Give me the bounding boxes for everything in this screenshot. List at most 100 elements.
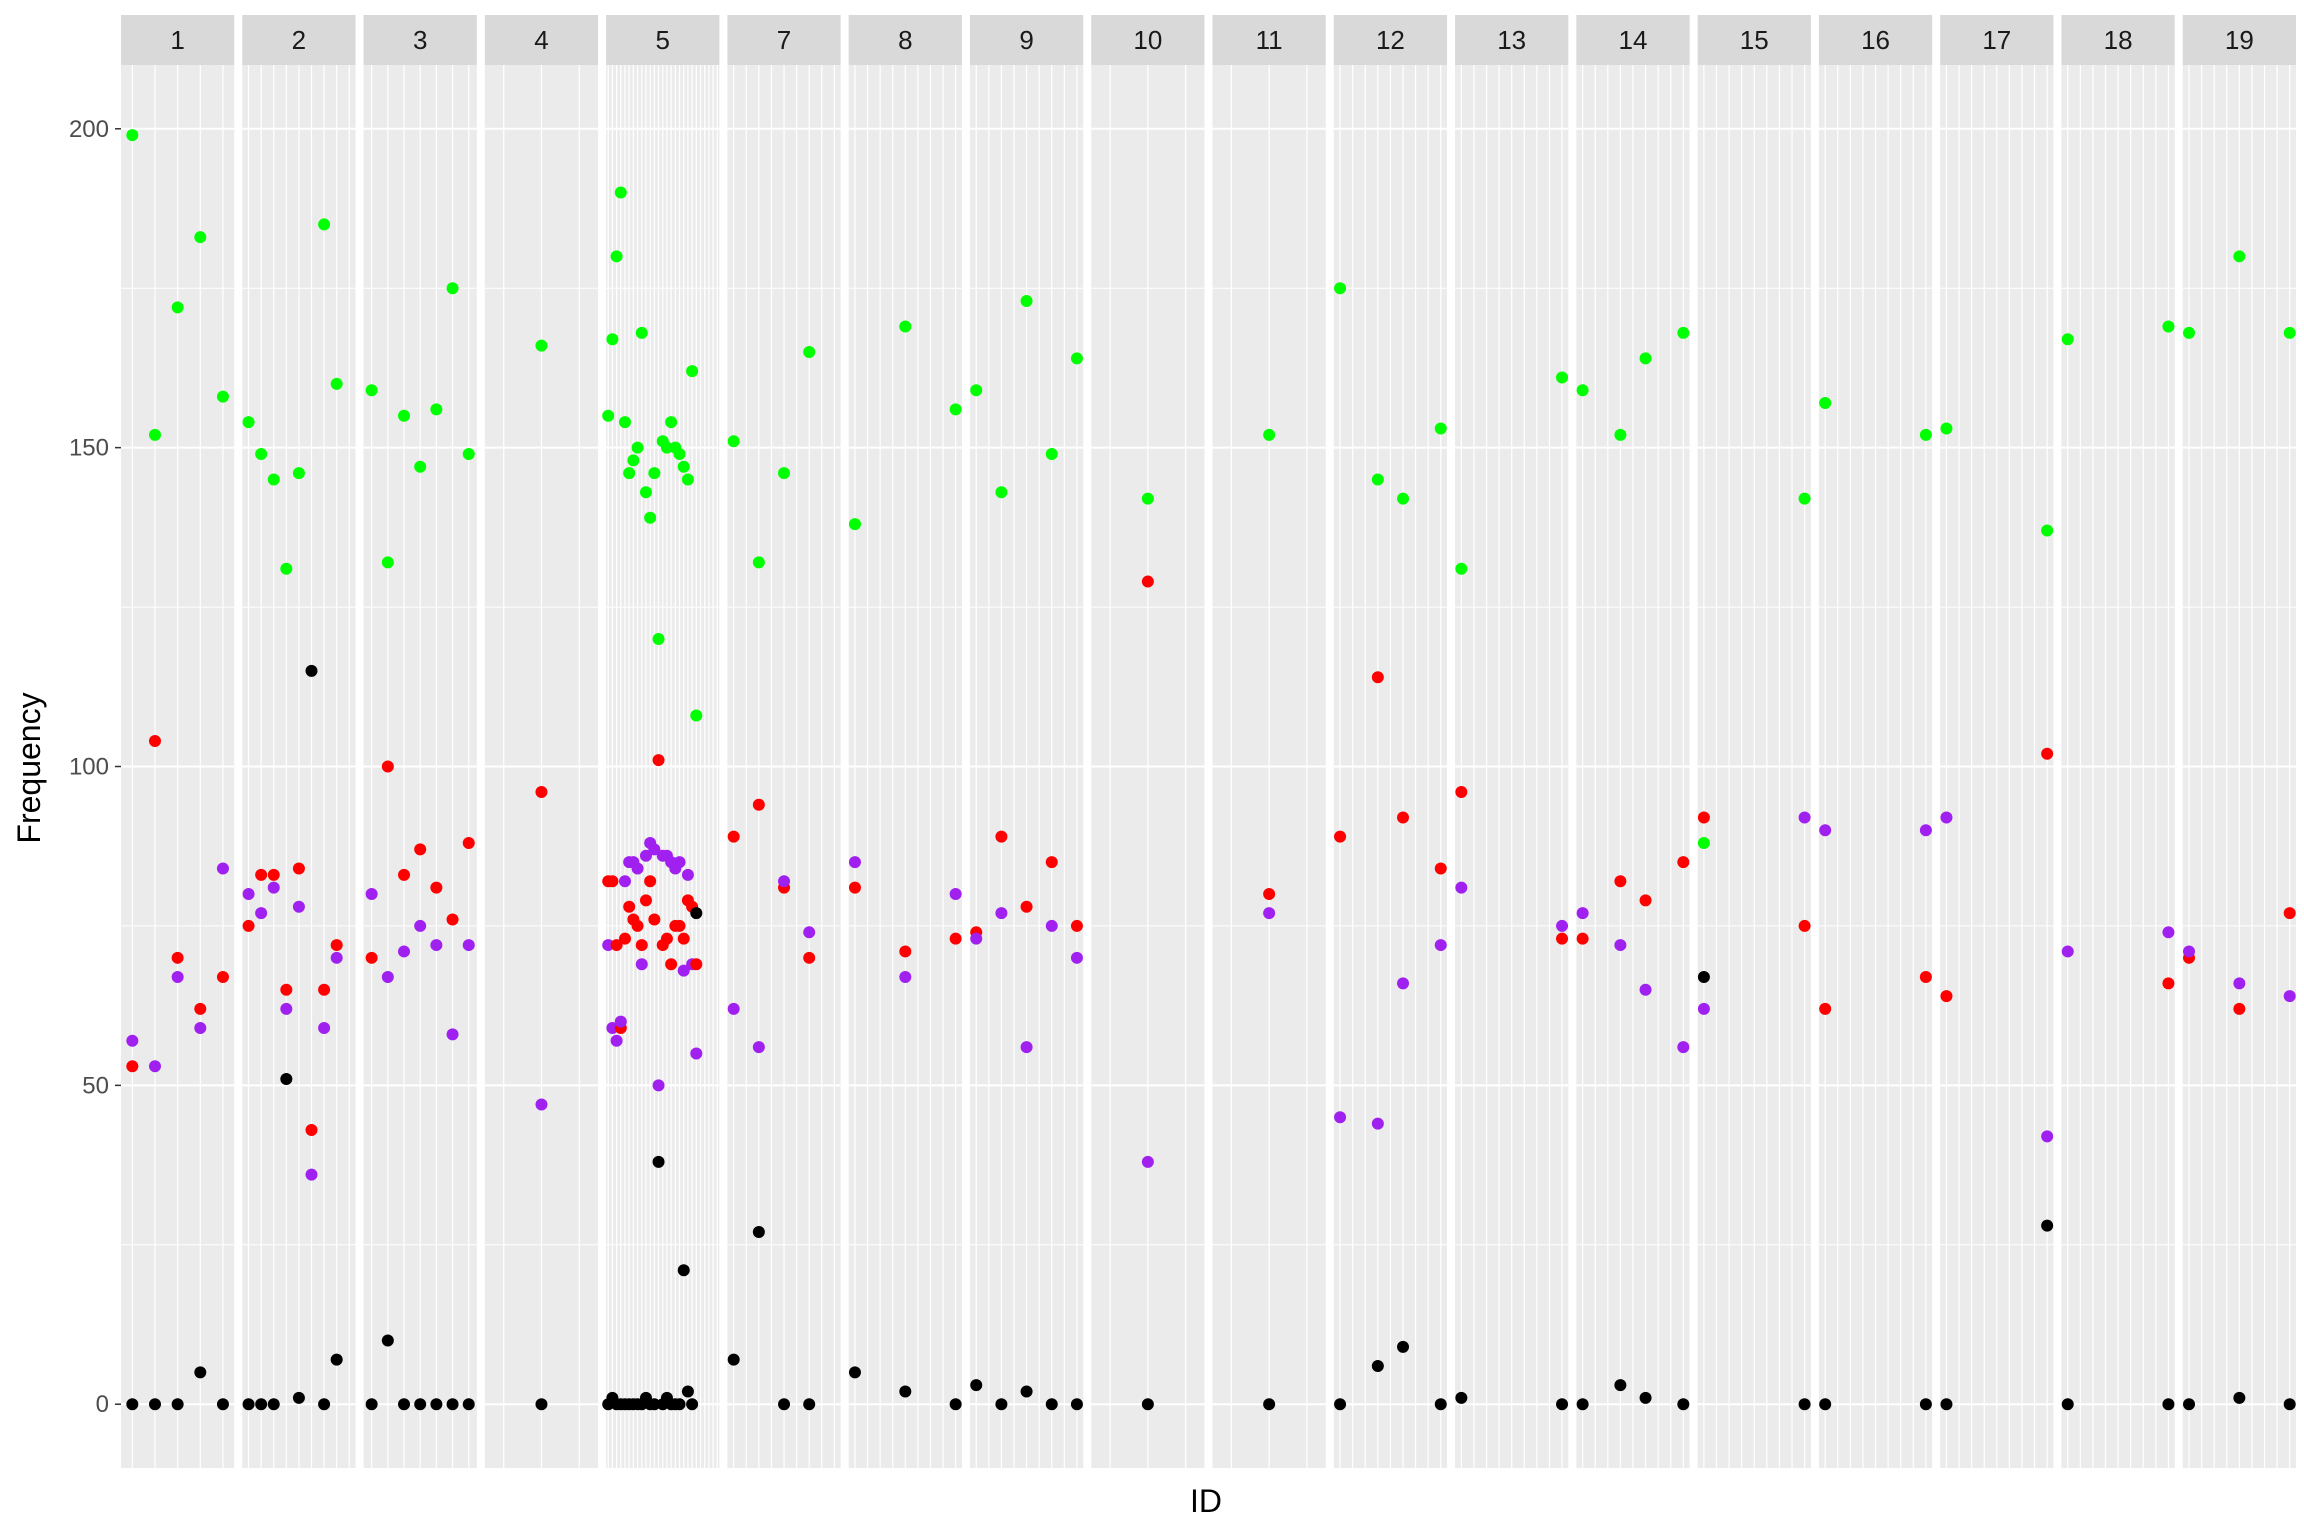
facet-panel-17: 17 (1940, 15, 2054, 1468)
data-point-green (681, 473, 694, 486)
data-point-purple (652, 1079, 665, 1092)
data-point-green (414, 460, 427, 473)
data-point-black (365, 1398, 378, 1411)
facet-panel-2: 2 (242, 15, 356, 1468)
data-point-black (171, 1398, 184, 1411)
data-point-purple (2283, 990, 2296, 1003)
facet-panel-8: 8 (848, 15, 962, 1468)
data-point-green (665, 416, 678, 429)
data-point-red (381, 760, 394, 773)
data-point-purple (673, 856, 686, 869)
data-point-purple (848, 856, 861, 869)
data-point-purple (803, 926, 816, 939)
data-point-black (949, 1398, 962, 1411)
data-point-red (318, 983, 331, 996)
data-point-green (848, 518, 861, 531)
data-point-black (690, 907, 703, 920)
data-point-purple (1940, 811, 1953, 824)
data-point-black (2233, 1391, 2246, 1404)
data-point-green (899, 320, 912, 333)
data-point-green (1819, 396, 1832, 409)
data-point-red (430, 881, 443, 894)
data-point-black (2162, 1398, 2175, 1411)
data-point-green (610, 250, 623, 263)
data-point-red (803, 951, 816, 964)
data-point-black (1371, 1359, 1384, 1372)
data-point-green (1697, 837, 1710, 850)
data-point-red (194, 1002, 207, 1015)
facet-strip-label: 13 (1497, 25, 1526, 55)
data-point-purple (292, 900, 305, 913)
data-point-black (255, 1398, 268, 1411)
data-point-red (398, 868, 411, 881)
data-point-black (446, 1398, 459, 1411)
data-point-black (292, 1391, 305, 1404)
data-point-green (1371, 473, 1384, 486)
data-point-red (899, 945, 912, 958)
data-point-black (1455, 1391, 1468, 1404)
facet-panel-10: 10 (1091, 15, 1205, 1468)
data-point-green (1334, 282, 1347, 295)
data-point-purple (365, 888, 378, 901)
data-point-green (1070, 352, 1083, 365)
data-point-black (1434, 1398, 1447, 1411)
data-point-purple (1639, 983, 1652, 996)
data-point-red (1020, 900, 1033, 913)
facet-strip (242, 15, 356, 65)
facet-strip (121, 15, 235, 65)
facet-strip-label: 5 (656, 25, 670, 55)
data-point-black (462, 1398, 475, 1411)
data-point-green (602, 409, 615, 422)
data-point-red (1434, 862, 1447, 875)
data-point-red (623, 900, 636, 913)
data-point-green (639, 486, 652, 499)
data-point-purple (610, 1034, 623, 1047)
data-point-purple (677, 964, 690, 977)
data-point-green (614, 186, 627, 199)
data-point-red (690, 958, 703, 971)
data-point-black (1697, 970, 1710, 983)
data-point-red (610, 939, 623, 952)
data-point-purple (398, 945, 411, 958)
data-point-red (1263, 888, 1276, 901)
facet-panel-9: 9 (969, 15, 1084, 1468)
data-point-purple (242, 888, 255, 901)
data-point-green (949, 403, 962, 416)
data-point-red (280, 983, 293, 996)
data-point-red (1639, 894, 1652, 907)
data-point-black (1070, 1398, 1083, 1411)
facet-strip-label: 2 (292, 25, 306, 55)
y-tick-label: 100 (69, 754, 109, 781)
data-point-green (2041, 524, 2054, 537)
data-point-green (2233, 250, 2246, 263)
data-point-green (216, 390, 229, 403)
data-point-green (1434, 422, 1447, 435)
data-point-purple (255, 907, 268, 920)
data-point-purple (690, 1047, 703, 1060)
facet-panel-14: 14 (1576, 15, 1690, 1468)
data-point-red (414, 843, 427, 856)
data-point-green (462, 448, 475, 461)
data-point-green (381, 556, 394, 569)
data-point-red (1677, 856, 1690, 869)
data-point-green (970, 384, 983, 397)
data-point-green (631, 441, 644, 454)
data-point-black (126, 1398, 139, 1411)
facet-strip (2061, 15, 2175, 65)
data-point-purple (2233, 977, 2246, 990)
data-point-purple (614, 1015, 627, 1028)
data-point-green (618, 416, 631, 429)
data-point-black (330, 1353, 343, 1366)
data-point-green (652, 632, 665, 645)
data-point-red (462, 837, 475, 850)
facet-strip-label: 10 (1133, 25, 1162, 55)
facet-strip-label: 3 (413, 25, 427, 55)
data-point-purple (995, 907, 1008, 920)
data-point-green (2162, 320, 2175, 333)
facet-strip-label: 11 (1256, 25, 1283, 55)
data-point-black (1334, 1398, 1347, 1411)
data-point-red (635, 939, 648, 952)
data-point-black (148, 1398, 161, 1411)
data-point-red (648, 913, 661, 926)
data-point-green (1045, 448, 1058, 461)
